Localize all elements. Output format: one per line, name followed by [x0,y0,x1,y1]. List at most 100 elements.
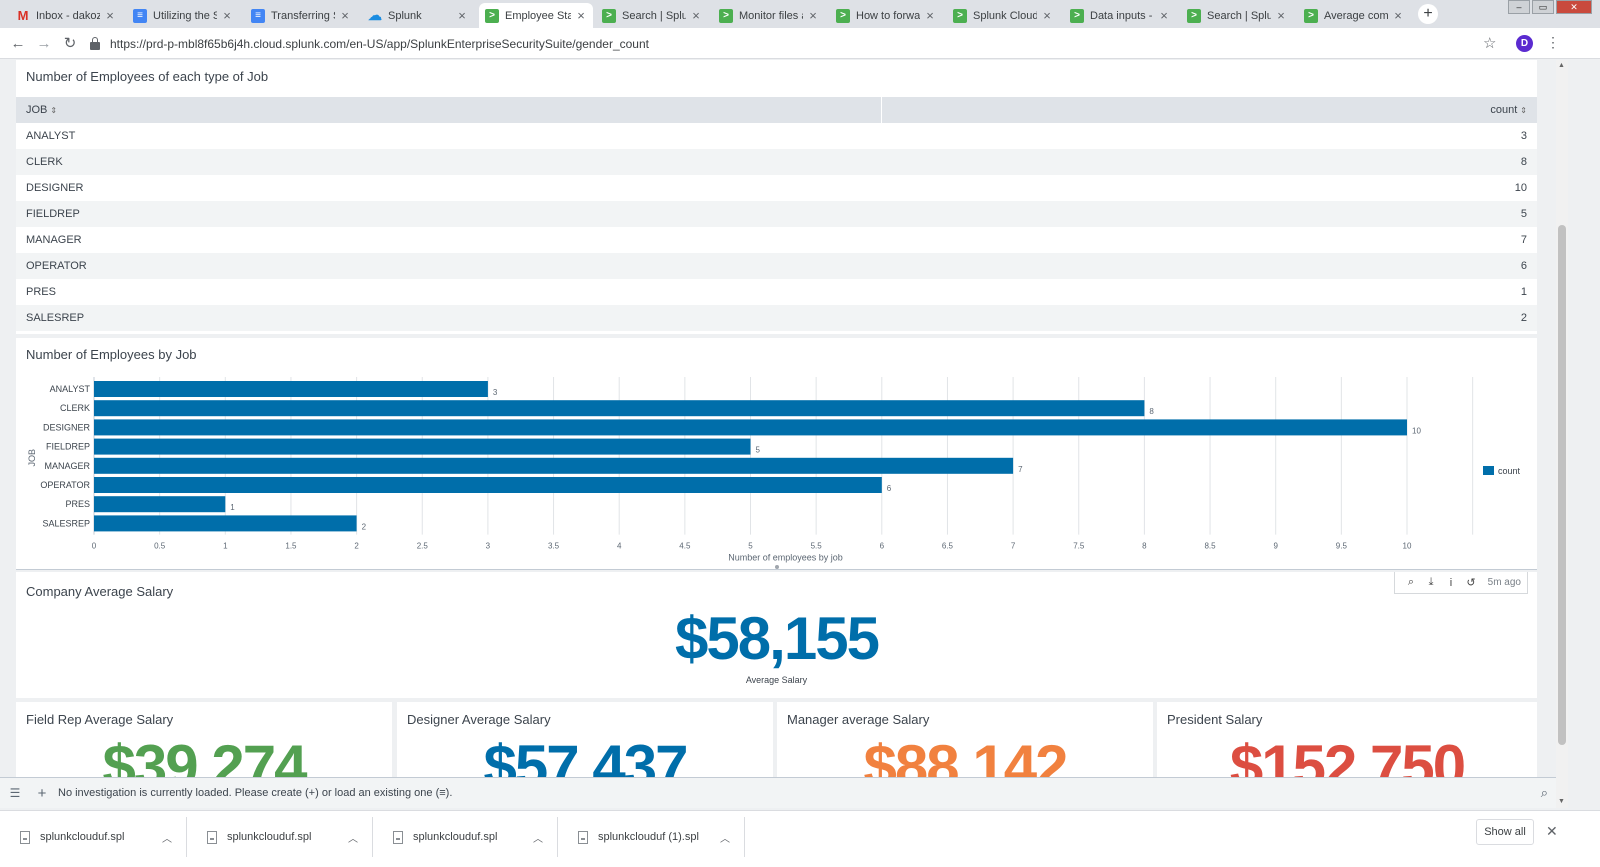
file-icon [393,830,403,844]
browser-tab[interactable]: M Inbox - dakoze × [10,3,122,28]
maximize-icon[interactable]: ▭ [1532,0,1554,14]
scrollbar-thumb[interactable] [1558,225,1566,745]
browser-tab[interactable]: ☁ Splunk × [362,3,474,28]
search-icon[interactable]: ⌕ [1540,785,1548,800]
browser-menu-icon[interactable]: ⋮ [1546,34,1560,50]
cell-count: 6 [881,253,1537,279]
browser-tab[interactable]: > Search | Splunk × [596,3,708,28]
download-item[interactable]: splunkclouduf.spl ︿ [187,817,373,857]
legend-swatch [1483,466,1494,475]
browser-tab[interactable]: > How to forwar × [830,3,942,28]
president-salary-panel: President Salary $152,750 [1157,702,1537,777]
table-row: FIELDREP 5 [16,201,1537,227]
data-label: 7 [1018,465,1023,474]
close-tab-icon[interactable]: × [458,8,466,23]
download-item[interactable]: splunkclouduf (1).spl ︿ [558,817,745,857]
x-tick-label: 6 [880,542,885,551]
browser-tab-active[interactable]: > Employee Stati × [479,3,593,28]
download-item[interactable]: splunkclouduf.spl ︿ [373,817,558,857]
info-icon[interactable]: i [1449,576,1453,589]
cell-count: 5 [881,201,1537,227]
show-all-button[interactable]: Show all [1476,819,1534,845]
sort-icon: ⇕ [50,106,58,115]
browser-tab[interactable]: ≡ Transferring Sc × [245,3,357,28]
close-tab-icon[interactable]: × [1160,8,1168,23]
table-row: SALESREP 2 [16,305,1537,331]
close-tab-icon[interactable]: × [223,8,231,23]
download-icon[interactable]: ⤓ [1428,576,1434,588]
tab-label: Monitor files a [739,9,803,22]
search-icon[interactable]: ⌕ [1407,576,1415,588]
forward-arrow-icon[interactable]: → [36,35,52,52]
chevron-up-icon[interactable]: ︿ [162,833,172,845]
single-value: $57,437 [483,733,689,777]
browser-toolbar: ← → ↻ https://prd-p-mbl8f65b6j4h.cloud.s… [0,28,1600,59]
last-updated-text: 5m ago [1487,577,1521,588]
bar-chart: 0 0.5 1 1.5 2 2.5 3 3.5 4 4.5 5 5.5 6 6.5 7 7.5 8 8.5 9 9.5… [27,377,1521,569]
close-icon[interactable]: ✕ [1546,823,1558,839]
refresh-icon[interactable]: ↺ [1466,577,1476,589]
tab-label: Utilizing the Sp [153,9,217,22]
close-tab-icon[interactable]: × [1043,8,1051,23]
column-header-job[interactable]: JOB ⇕ [16,97,882,123]
x-tick-label: 10 [1403,542,1412,551]
browser-tab[interactable]: > Monitor files a × [713,3,825,28]
bar [94,400,1145,417]
browser-tab[interactable]: > Data inputs - S × [1064,3,1176,28]
sort-icon: ⇕ [1520,106,1527,115]
bar [94,477,882,493]
minimize-icon[interactable]: – [1508,0,1530,14]
cell-job: PRES [16,279,881,305]
cell-job: OPERATOR [16,253,881,279]
scroll-up-icon[interactable]: ▲ [1558,62,1565,69]
bookmark-star-icon[interactable]: ☆ [1483,35,1497,52]
close-tab-icon[interactable]: × [341,8,349,23]
tab-label: How to forwar [856,9,920,22]
reload-icon[interactable]: ↻ [63,35,77,52]
single-value-caption: Average Salary [745,675,808,685]
back-arrow-icon[interactable]: ← [10,35,26,52]
table-row: CLERK 8 [16,149,1537,175]
scroll-down-icon[interactable]: ▼ [1558,798,1565,805]
x-tick-label: 8 [1142,542,1147,551]
cell-job: DESIGNER [16,175,881,201]
close-tab-icon[interactable]: × [926,8,934,23]
column-header-count[interactable]: count ⇕ [881,97,1537,123]
close-tab-icon[interactable]: × [106,8,114,23]
browser-tab[interactable]: ≡ Utilizing the Sp × [127,3,239,28]
x-tick-label: 7 [1011,542,1016,551]
chevron-up-icon[interactable]: ︿ [720,833,730,845]
x-tick-label: 5 [748,542,753,551]
profile-avatar[interactable]: D [1516,35,1533,52]
close-tab-icon[interactable]: × [809,8,817,23]
address-bar[interactable]: https://prd-p-mbl8f65b6j4h.cloud.splunk.… [90,32,1510,55]
page-scrollbar[interactable]: ▲ ▼ [1556,60,1568,808]
chevron-up-icon[interactable]: ︿ [533,833,543,845]
browser-tab[interactable]: > Average comm × [1298,3,1410,28]
close-tab-icon[interactable]: × [1277,8,1285,23]
close-tab-icon[interactable]: × [692,8,700,23]
table-row: DESIGNER 10 [16,175,1537,201]
window-close-icon[interactable]: ✕ [1556,0,1592,14]
resize-handle-dot [775,565,779,569]
chevron-up-icon[interactable]: ︿ [348,833,358,845]
x-tick-label: 4 [617,542,622,551]
browser-tab[interactable]: > Splunk Cloud × [947,3,1059,28]
file-icon [578,830,588,844]
add-investigation-icon[interactable]: + [37,784,47,802]
browser-tab[interactable]: > Search | Splunk × [1181,3,1293,28]
y-tick-label: FIELDREP [46,442,90,452]
window-controls: – ▭ ✕ [1506,0,1592,14]
splunk-icon: > [719,8,733,23]
panel-title: Company Average Salary [26,584,174,599]
cell-count: 3 [881,123,1537,149]
x-tick-label: 4.5 [679,542,691,551]
x-tick-label: 7.5 [1073,542,1085,551]
single-value: $152,750 [1229,733,1466,777]
close-tab-icon[interactable]: × [577,8,585,23]
list-icon[interactable]: ☰ [9,786,21,800]
close-tab-icon[interactable]: × [1394,8,1402,23]
new-tab-button[interactable]: + [1418,4,1438,24]
download-item[interactable]: splunkclouduf.spl ︿ [0,817,187,857]
cell-job: ANALYST [16,123,881,149]
